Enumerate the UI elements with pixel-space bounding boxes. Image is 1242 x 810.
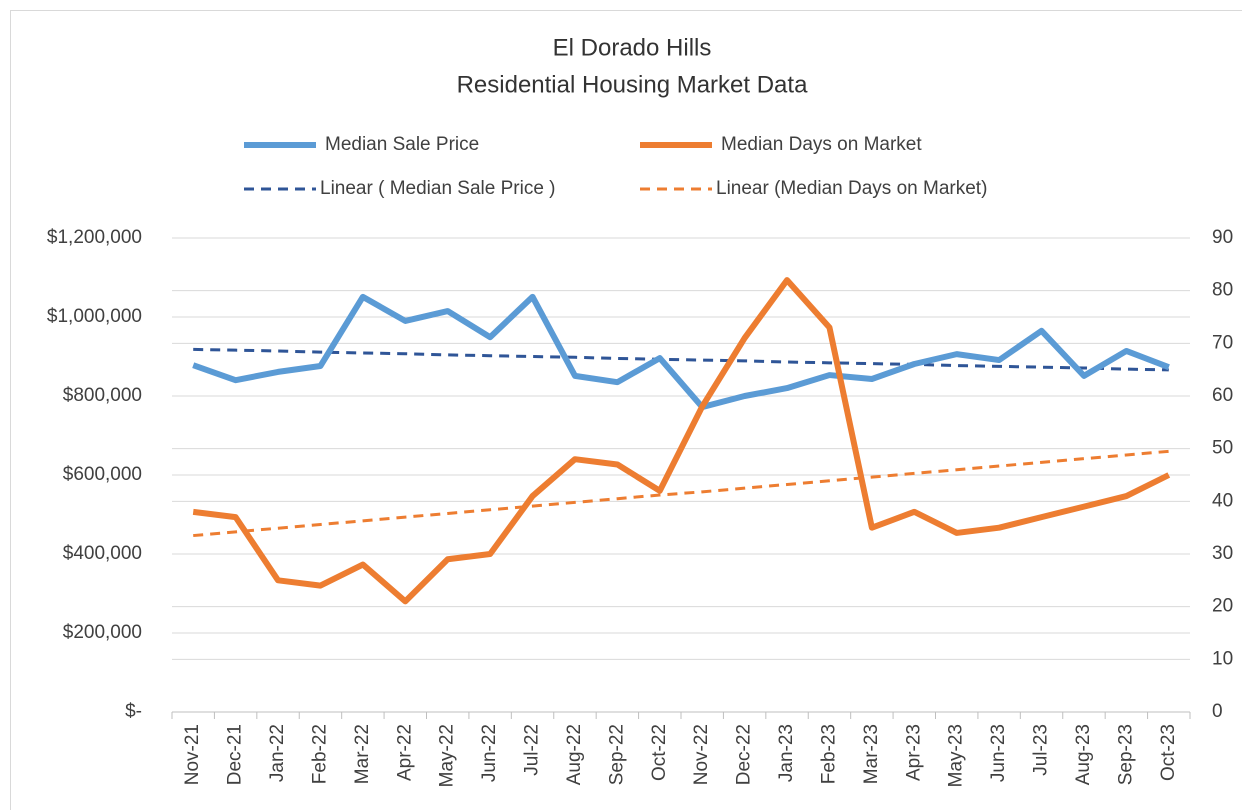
chart-subtitle: Residential Housing Market Data bbox=[457, 71, 808, 98]
y2-tick-label: 0 bbox=[1212, 701, 1223, 722]
x-tick-label: Mar-22 bbox=[352, 724, 373, 784]
y2-tick-label: 90 bbox=[1212, 227, 1233, 248]
legend-label: Median Days on Market bbox=[721, 134, 922, 155]
y-tick-label: $200,000 bbox=[63, 622, 142, 643]
trend-line bbox=[193, 449, 1169, 538]
legend-label: Median Sale Price bbox=[325, 134, 479, 155]
y2-tick-label: 30 bbox=[1212, 543, 1233, 564]
x-tick-label: Apr-23 bbox=[903, 724, 924, 781]
x-tick-label: Feb-23 bbox=[818, 724, 839, 784]
x-tick-label: Sep-22 bbox=[606, 724, 627, 785]
x-tick-label: Jul-22 bbox=[522, 724, 543, 776]
chart-title: El Dorado Hills bbox=[553, 34, 712, 61]
series-line bbox=[192, 293, 1170, 411]
y2-tick-label: 20 bbox=[1212, 596, 1233, 617]
trend-line bbox=[193, 347, 1169, 372]
x-tick-label: Aug-23 bbox=[1073, 724, 1094, 785]
x-tick-label: Mar-23 bbox=[861, 724, 882, 784]
series-line bbox=[192, 277, 1171, 605]
x-tick-label: Dec-21 bbox=[225, 724, 246, 785]
chart-border bbox=[10, 10, 1242, 810]
y-tick-label: $800,000 bbox=[63, 385, 142, 406]
x-tick-label: Dec-22 bbox=[734, 724, 755, 785]
x-tick-label: Apr-22 bbox=[394, 724, 415, 781]
y2-tick-label: 50 bbox=[1212, 438, 1233, 459]
y-tick-label: $600,000 bbox=[63, 464, 142, 485]
y2-tick-label: 10 bbox=[1212, 648, 1233, 669]
y2-tick-label: 40 bbox=[1212, 490, 1233, 511]
x-tick-label: May-23 bbox=[946, 724, 967, 787]
x-tick-label: Jul-23 bbox=[1031, 724, 1052, 776]
x-tick-label: Oct-23 bbox=[1158, 724, 1179, 781]
y2-tick-label: 80 bbox=[1212, 280, 1233, 301]
y2-tick-label: 70 bbox=[1212, 332, 1233, 353]
x-tick-label: Jun-22 bbox=[479, 724, 500, 782]
legend-label: Linear ( Median Sale Price ) bbox=[320, 178, 556, 199]
y-tick-label: $1,200,000 bbox=[47, 227, 142, 248]
x-tick-label: May-22 bbox=[437, 724, 458, 787]
x-tick-label: Sep-23 bbox=[1115, 724, 1136, 785]
x-tick-label: Feb-22 bbox=[309, 724, 330, 784]
x-tick-label: Aug-22 bbox=[564, 724, 585, 785]
y-tick-label: $400,000 bbox=[63, 543, 142, 564]
x-tick-label: Jan-23 bbox=[776, 724, 797, 782]
x-tick-label: Jun-23 bbox=[988, 724, 1009, 782]
x-tick-label: Nov-21 bbox=[182, 724, 203, 785]
legend-label: Linear (Median Days on Market) bbox=[716, 178, 987, 199]
y-tick-label: $- bbox=[125, 701, 142, 722]
x-tick-label: Nov-22 bbox=[691, 724, 712, 785]
y2-tick-label: 60 bbox=[1212, 385, 1233, 406]
y-tick-label: $1,000,000 bbox=[47, 306, 142, 327]
x-tick-label: Jan-22 bbox=[267, 724, 288, 782]
x-tick-label: Oct-22 bbox=[649, 724, 670, 781]
